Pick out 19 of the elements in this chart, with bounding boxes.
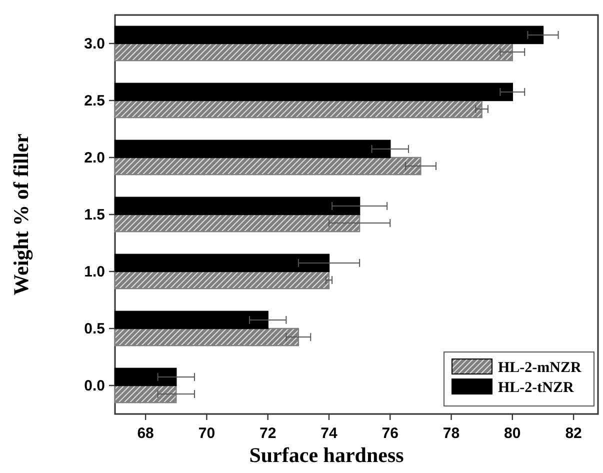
y-tick-label: 3.0 <box>84 36 105 52</box>
x-tick-label: 74 <box>320 425 338 442</box>
x-tick-label: 70 <box>198 425 216 442</box>
x-tick-label: 76 <box>382 425 398 442</box>
y-tick-label: 1.5 <box>84 206 105 224</box>
x-tick-label: 82 <box>565 425 582 442</box>
y-tick-label: 0.5 <box>84 320 105 338</box>
y-tick-label: 1.0 <box>84 264 105 280</box>
legend-label: HL-2-mNZR <box>498 360 582 376</box>
y-tick-label: 2.5 <box>84 92 105 110</box>
x-tick-label: 78 <box>442 425 460 442</box>
x-tick-label: 72 <box>260 425 276 442</box>
x-tick-label: 80 <box>504 425 521 442</box>
y-tick-label: 0.0 <box>84 378 105 394</box>
y-tick-label: 2.0 <box>84 150 105 166</box>
x-tick-label: 68 <box>137 425 154 442</box>
x-axis-title: Surface hardness <box>249 443 404 467</box>
legend-label: HL-2-tNZR <box>498 380 574 396</box>
y-axis-title: Weight % of filler <box>9 134 33 296</box>
